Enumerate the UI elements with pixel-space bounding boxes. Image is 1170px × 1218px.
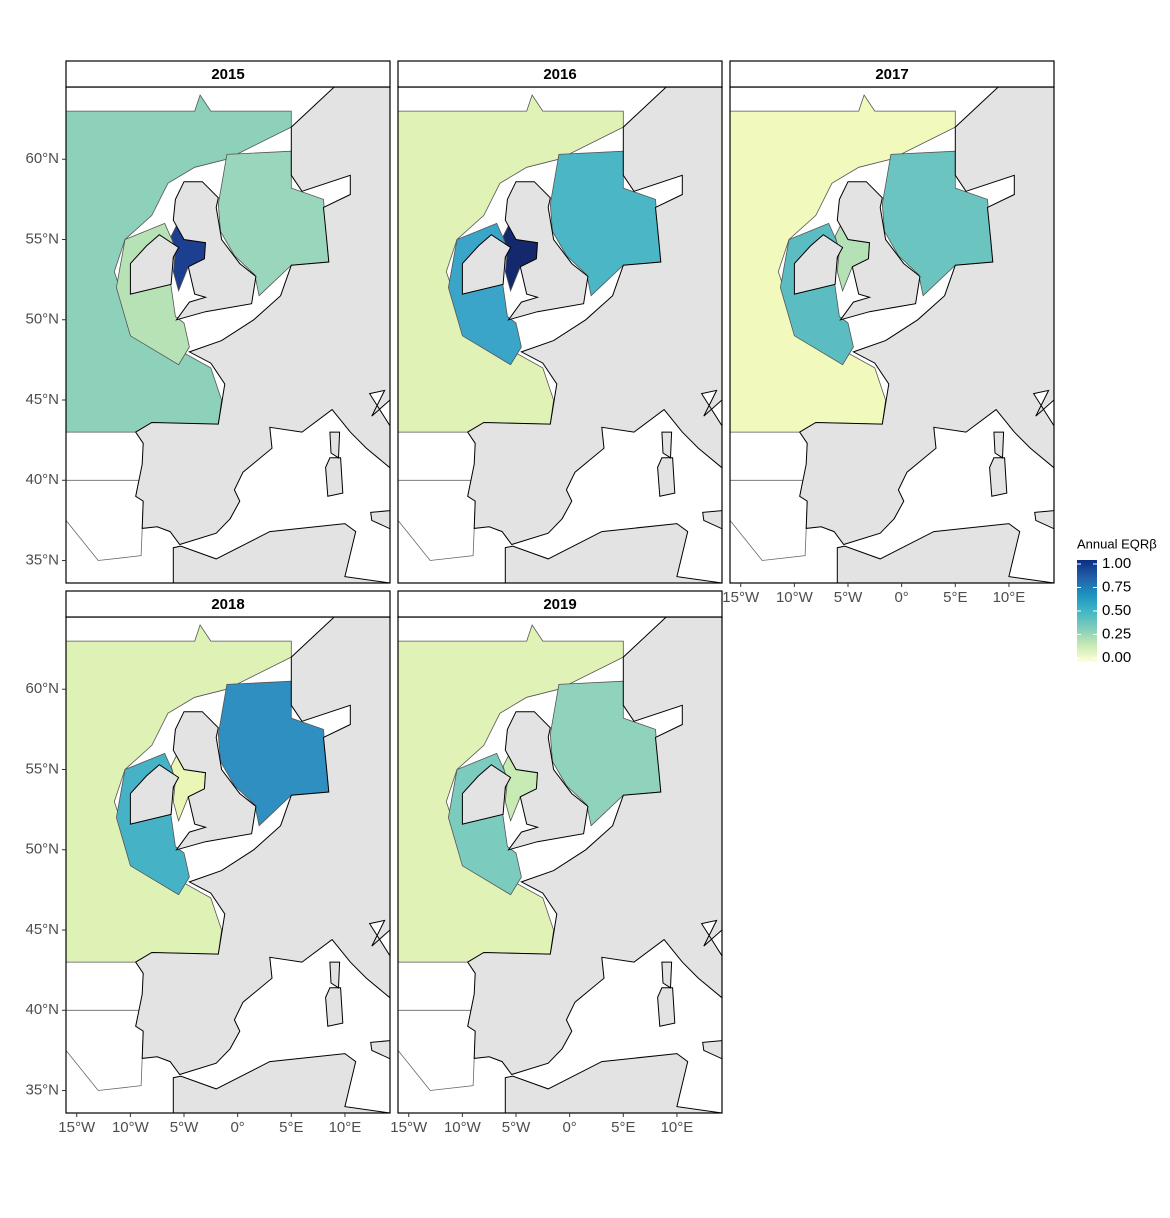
land (466, 617, 722, 1076)
land (702, 510, 722, 530)
x-tick-label: 10°E (993, 589, 1026, 606)
y-tick-label: 40°N (25, 471, 59, 488)
map-layer (398, 617, 722, 1113)
x-tick-label: 10°E (329, 1119, 362, 1136)
y-tick-label: 55°N (25, 230, 59, 247)
land (657, 987, 676, 1027)
land (504, 1053, 722, 1113)
land (172, 711, 257, 851)
legend-tick-label: 0.50 (1102, 602, 1131, 619)
land (129, 764, 180, 825)
map-panel: 2019 15°W 10°W 5°W 0° 5°E 10°E (390, 590, 723, 1136)
y-tick-label: 45°N (25, 391, 59, 408)
land (329, 431, 341, 459)
x-tick-label: 10°E (661, 1119, 694, 1136)
x-tick-label: 5°W (502, 1119, 531, 1136)
land (657, 457, 676, 497)
x-tick-label: 5°E (279, 1119, 303, 1136)
panel-title: 2018 (211, 596, 244, 613)
land (504, 181, 589, 321)
legend-colorbar (1077, 560, 1097, 662)
legend-tick-label: 1.00 (1102, 555, 1131, 572)
land (661, 431, 673, 459)
y-tick-label: 50°N (25, 311, 59, 328)
map-panel: 2017 15°W 10°W 5°W 0° 5°E 10°E (722, 60, 1055, 606)
land (793, 234, 844, 295)
panel-title: 2015 (211, 66, 244, 83)
x-tick-label: 15°W (722, 589, 760, 606)
y-tick-label: 55°N (25, 760, 59, 777)
y-tick-label: 50°N (25, 841, 59, 858)
land (989, 457, 1008, 497)
land (129, 234, 180, 295)
land (461, 234, 512, 295)
map-layer (730, 87, 1054, 583)
map-panel: 2018 35°N 40°N 45°N 50°N 55°N 60°N 15°W 10°W 5°W 0… (25, 590, 391, 1136)
y-tick-label: 35°N (25, 551, 59, 568)
land (993, 431, 1005, 459)
land (466, 87, 722, 546)
land (504, 523, 722, 583)
panel-strip (729, 60, 1055, 88)
x-tick-label: 0° (562, 1119, 576, 1136)
map-panel: 2015 35°N 40°N 45°N 50°N 55°N 60°N (25, 60, 391, 584)
y-tick-label: 60°N (25, 680, 59, 697)
x-tick-label: 10°W (776, 589, 814, 606)
legend-tick-label: 0.25 (1102, 625, 1131, 642)
legend-tick-label: 0.75 (1102, 578, 1131, 595)
x-tick-label: 10°W (444, 1119, 482, 1136)
panel-strip (65, 60, 391, 88)
panel-strip (397, 590, 723, 618)
land (836, 181, 921, 321)
x-tick-label: 5°E (611, 1119, 635, 1136)
x-tick-label: 5°E (943, 589, 967, 606)
land (325, 457, 344, 497)
panel-title: 2016 (543, 66, 576, 83)
y-tick-label: 60°N (25, 150, 59, 167)
x-tick-label: 5°W (834, 589, 863, 606)
legend-title: Annual EQRβ (1077, 536, 1157, 551)
land (172, 181, 257, 321)
land (370, 1040, 390, 1060)
land (461, 764, 512, 825)
x-tick-label: 10°W (112, 1119, 150, 1136)
panel-title: 2019 (543, 596, 576, 613)
map-layer (66, 87, 390, 583)
land (504, 711, 589, 851)
map-panel: 2016 (397, 60, 723, 584)
map-layer (66, 617, 390, 1113)
x-tick-label: 0° (894, 589, 908, 606)
panel-strip (65, 590, 391, 618)
land (370, 510, 390, 530)
y-tick-label: 35°N (25, 1081, 59, 1098)
x-tick-label: 0° (230, 1119, 244, 1136)
x-tick-label: 5°W (170, 1119, 199, 1136)
y-tick-label: 40°N (25, 1001, 59, 1018)
panel-title: 2017 (875, 66, 908, 83)
land (1034, 510, 1054, 530)
map-layer (398, 87, 722, 583)
panel-strip (397, 60, 723, 88)
land (836, 523, 1054, 583)
x-tick-label: 15°W (58, 1119, 96, 1136)
land (172, 523, 390, 583)
land (329, 961, 341, 989)
land (134, 617, 390, 1076)
legend-tick-label: 0.00 (1102, 649, 1131, 666)
land (325, 987, 344, 1027)
land (172, 1053, 390, 1113)
land (798, 87, 1054, 546)
x-tick-label: 15°W (390, 1119, 428, 1136)
land (661, 961, 673, 989)
land (134, 87, 390, 546)
land (702, 1040, 722, 1060)
y-tick-label: 45°N (25, 921, 59, 938)
